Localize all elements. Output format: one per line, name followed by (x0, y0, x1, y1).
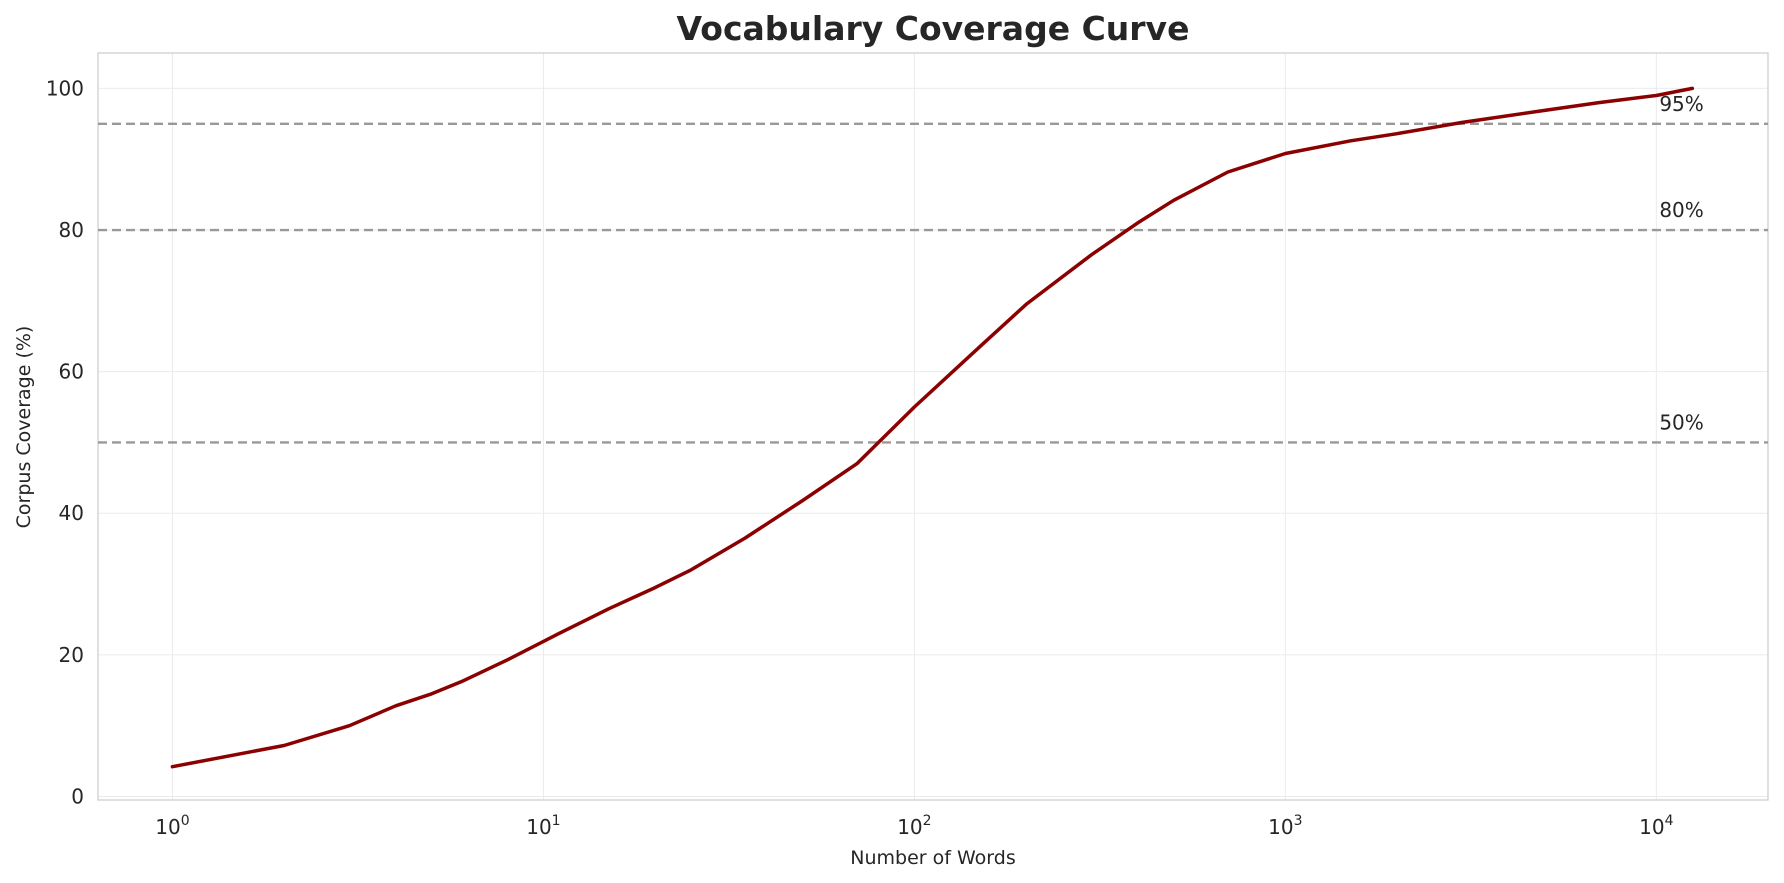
y-tick-label: 60 (59, 360, 84, 384)
x-tick-label: 102 (897, 813, 931, 839)
x-tick-label: 101 (526, 813, 560, 839)
x-tick-label: 100 (155, 813, 189, 839)
y-tick-label: 80 (59, 218, 84, 242)
chart-title: Vocabulary Coverage Curve (677, 9, 1190, 48)
x-tick-label: 103 (1268, 813, 1302, 839)
y-tick-label: 20 (59, 643, 84, 667)
reference-label: 80% (1659, 198, 1703, 222)
plot-frame (97, 52, 1769, 801)
reference-label: 50% (1659, 410, 1703, 434)
x-axis-label: Number of Words (850, 847, 1015, 869)
coverage-curve (170, 86, 1695, 769)
y-tick-label: 100 (46, 76, 84, 100)
x-tick-label: 104 (1639, 813, 1673, 839)
y-tick-label: 0 (71, 784, 84, 808)
reference-label: 95% (1659, 92, 1703, 116)
y-axis-label: Corpus Coverage (%) (13, 326, 35, 529)
y-tick-label: 40 (59, 501, 84, 525)
grid-lines (98, 53, 1768, 800)
